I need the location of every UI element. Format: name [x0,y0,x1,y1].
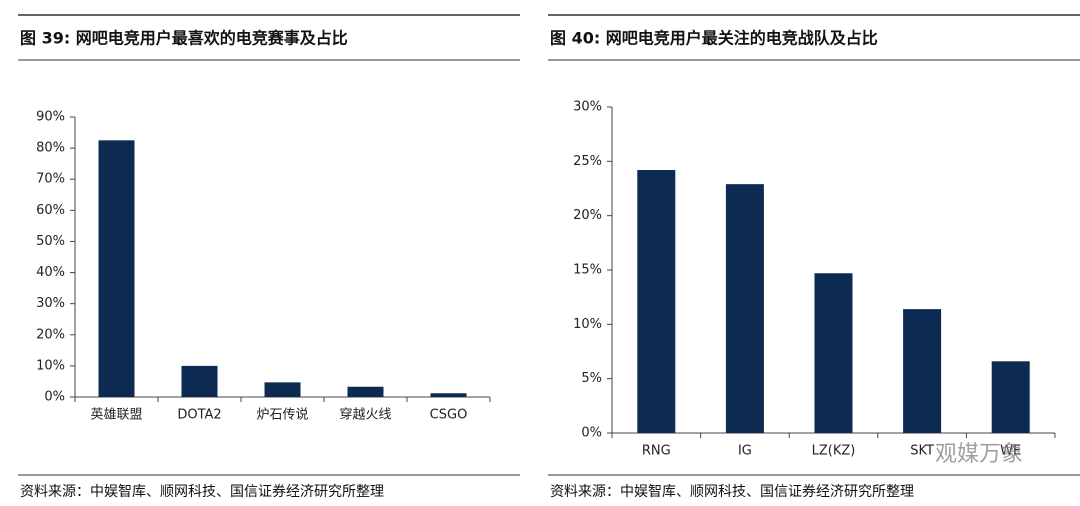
bar [430,393,467,397]
source-note: 资料来源：中娱智库、顺网科技、国信证券经济研究所整理 [550,484,914,500]
y-tick-label: 0% [44,390,65,405]
bar [991,361,1030,433]
x-tick-label: CSGO [430,408,468,423]
x-tick-label: 穿越火线 [339,407,391,423]
bar [903,309,942,433]
x-tick-label: 英雄联盟 [90,408,142,423]
x-tick-label: DOTA2 [177,408,221,423]
y-tick-label: 20% [573,208,602,223]
x-tick-label: 炉石传说 [256,408,308,423]
bar [181,365,218,397]
y-tick-label: 40% [36,265,65,280]
bar [814,273,853,433]
y-tick-label: 70% [36,172,65,187]
bar [725,184,764,433]
bar [637,170,676,433]
x-tick-label: LZ(KZ) [812,444,856,459]
y-tick-label: 90% [36,110,65,125]
bar [98,140,135,398]
y-tick-label: 80% [36,141,65,156]
x-tick-label: IG [738,444,752,459]
bar [347,386,384,397]
y-tick-label: 30% [36,296,65,311]
chart-title: 图 40: 网吧电竞用户最关注的电竞战队及占比 [550,29,878,48]
y-tick-label: 10% [573,317,602,332]
chart-title: 图 39: 网吧电竞用户最喜欢的电竞赛事及占比 [20,29,348,48]
y-tick-label: 5% [581,371,602,386]
x-tick-label: RNG [642,444,671,459]
source-note: 资料来源：中娱智库、顺网科技、国信证券经济研究所整理 [20,484,384,500]
y-tick-label: 25% [573,154,602,169]
y-tick-label: 30% [573,100,602,115]
y-tick-label: 20% [36,327,65,342]
bar [264,382,301,397]
x-tick-label: SKT [910,444,934,459]
x-tick-label: WE [1000,444,1021,459]
y-tick-label: 15% [573,263,602,278]
y-tick-label: 10% [36,358,65,373]
watermark: 观媒万象 [935,442,1023,467]
y-tick-label: 60% [36,203,65,218]
y-tick-label: 50% [36,234,65,249]
y-tick-label: 0% [581,426,602,441]
